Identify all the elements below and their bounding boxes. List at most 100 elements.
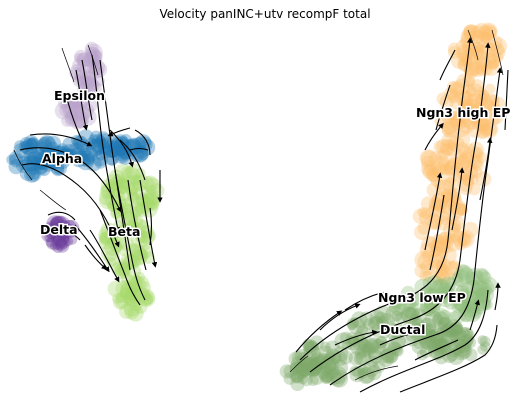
- point-ngn3-high-ep: [439, 213, 451, 225]
- point-beta: [107, 201, 118, 212]
- point-ngn3-high-ep: [484, 53, 501, 69]
- cluster-label-alpha: Alpha: [42, 151, 82, 166]
- point-beta: [129, 276, 146, 293]
- point-alpha: [23, 147, 41, 165]
- point-alpha: [84, 153, 96, 165]
- point-ngn3-high-ep: [427, 259, 446, 278]
- point-ngn3-high-ep: [412, 208, 428, 224]
- point-ngn3-low-ep: [455, 264, 470, 279]
- point-ngn3-high-ep: [471, 113, 489, 132]
- point-ngn3-high-ep: [432, 233, 444, 245]
- point-ngn3-high-ep: [422, 270, 433, 281]
- point-ductal: [329, 366, 348, 385]
- point-beta: [114, 163, 132, 182]
- point-ngn3-high-ep: [481, 24, 497, 40]
- point-ngn3-low-ep: [437, 290, 454, 308]
- point-ductal: [479, 336, 491, 348]
- point-beta: [119, 283, 138, 301]
- point-epsilon: [64, 110, 79, 125]
- point-ngn3-high-ep: [417, 207, 428, 218]
- point-ngn3-low-ep: [475, 267, 488, 281]
- point-ngn3-low-ep: [456, 264, 473, 281]
- point-ngn3-high-ep: [419, 149, 438, 167]
- point-ngn3-high-ep: [448, 202, 466, 219]
- point-alpha: [94, 156, 107, 169]
- point-ductal: [367, 316, 383, 332]
- point-ductal: [361, 341, 376, 356]
- point-beta: [133, 196, 145, 208]
- point-alpha: [38, 164, 51, 177]
- point-ductal: [373, 305, 392, 324]
- point-alpha: [45, 156, 57, 168]
- point-ductal: [309, 369, 325, 385]
- point-ngn3-high-ep: [473, 111, 491, 129]
- point-beta: [107, 180, 126, 199]
- point-ductal: [309, 356, 324, 371]
- point-ductal: [349, 317, 360, 329]
- point-alpha: [89, 130, 103, 144]
- point-ngn3-low-ep: [432, 278, 450, 296]
- point-ngn3-high-ep: [453, 78, 471, 96]
- point-ngn3-high-ep: [450, 52, 467, 69]
- point-ductal: [322, 353, 335, 366]
- point-alpha: [28, 168, 40, 180]
- point-beta: [98, 190, 114, 206]
- point-beta: [117, 187, 133, 202]
- point-ngn3-high-ep: [450, 194, 463, 206]
- point-ductal: [391, 310, 403, 322]
- point-ngn3-high-ep: [470, 79, 484, 93]
- point-ductal: [349, 338, 367, 356]
- point-ductal: [366, 339, 379, 353]
- point-ductal: [395, 311, 408, 324]
- point-ductal: [431, 338, 445, 352]
- point-delta: [55, 239, 70, 253]
- point-ngn3-high-ep: [414, 224, 430, 240]
- point-epsilon: [91, 61, 108, 78]
- point-ngn3-high-ep: [428, 151, 443, 165]
- point-ductal: [348, 351, 363, 366]
- point-ngn3-high-ep: [459, 151, 474, 166]
- point-beta: [125, 222, 137, 235]
- point-ductal: [426, 323, 437, 334]
- point-ngn3-high-ep: [476, 56, 492, 72]
- point-beta: [131, 230, 149, 249]
- point-epsilon: [74, 105, 91, 122]
- point-epsilon: [76, 58, 93, 75]
- point-ngn3-high-ep: [458, 117, 475, 134]
- point-ductal: [320, 358, 337, 375]
- point-ductal: [363, 343, 374, 354]
- point-ngn3-high-ep: [435, 150, 454, 168]
- point-ngn3-high-ep: [434, 162, 448, 176]
- point-delta: [50, 216, 65, 230]
- point-ngn3-high-ep: [442, 177, 459, 194]
- point-ductal: [359, 366, 376, 384]
- point-ductal: [291, 351, 306, 366]
- point-ductal: [302, 340, 319, 357]
- point-beta: [142, 193, 155, 206]
- point-ngn3-high-ep: [442, 221, 460, 239]
- point-ductal: [320, 369, 334, 383]
- point-ngn3-high-ep: [466, 120, 484, 138]
- point-alpha: [37, 158, 49, 170]
- point-alpha: [106, 154, 118, 166]
- point-ngn3-low-ep: [420, 296, 438, 314]
- point-alpha: [39, 147, 55, 163]
- point-delta: [49, 217, 61, 229]
- point-ductal: [455, 342, 473, 359]
- point-ngn3-high-ep: [453, 120, 471, 137]
- point-ductal: [307, 374, 319, 386]
- point-ngn3-low-ep: [476, 286, 494, 304]
- point-ngn3-high-ep: [434, 178, 446, 191]
- point-ductal: [309, 335, 324, 350]
- point-alpha: [78, 147, 92, 162]
- point-ductal: [315, 362, 333, 380]
- point-ductal: [289, 361, 304, 376]
- point-ngn3-high-ep: [430, 174, 444, 188]
- point-alpha: [123, 139, 137, 152]
- point-alpha: [56, 148, 72, 165]
- point-ngn3-high-ep: [460, 113, 471, 124]
- point-ngn3-high-ep: [447, 88, 461, 102]
- point-ngn3-high-ep: [475, 93, 494, 111]
- point-alpha: [71, 134, 83, 147]
